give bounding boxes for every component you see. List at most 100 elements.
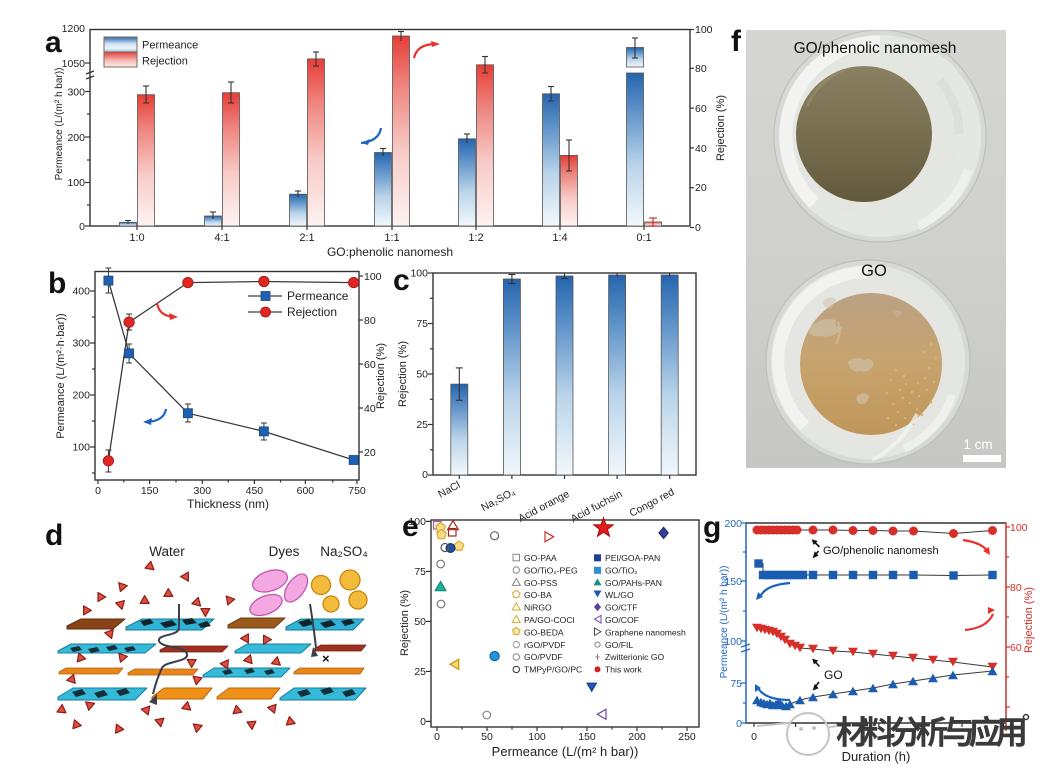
svg-text:Congo red: Congo red — [627, 486, 676, 520]
svg-text:1 cm: 1 cm — [963, 437, 992, 452]
svg-text:100: 100 — [72, 442, 90, 454]
svg-text:0: 0 — [736, 718, 742, 730]
svg-text:300: 300 — [194, 485, 212, 497]
svg-text:20: 20 — [695, 182, 707, 194]
svg-text:Dyes: Dyes — [269, 544, 300, 559]
svg-text:PEI/GOA-PAN: PEI/GOA-PAN — [605, 553, 660, 563]
svg-text:GO-PAA: GO-PAA — [524, 553, 557, 563]
svg-text:0: 0 — [95, 485, 101, 497]
svg-text:300: 300 — [67, 87, 85, 99]
svg-text:GO/CTF: GO/CTF — [605, 603, 637, 613]
svg-text:150: 150 — [578, 731, 596, 743]
svg-text:300: 300 — [72, 338, 90, 350]
svg-text:200: 200 — [724, 518, 742, 530]
svg-text:200: 200 — [67, 132, 85, 144]
svg-text:100: 100 — [67, 177, 85, 189]
svg-text:150: 150 — [141, 485, 159, 497]
svg-text:GO-BEDA: GO-BEDA — [524, 627, 564, 637]
svg-text:d: d — [45, 519, 63, 552]
svg-text:1050: 1050 — [62, 58, 86, 70]
svg-text:1:4: 1:4 — [552, 232, 567, 244]
svg-text:Na₂SO₄: Na₂SO₄ — [320, 544, 368, 559]
svg-text:×: × — [322, 651, 330, 666]
svg-text:Rejection (%): Rejection (%) — [397, 341, 409, 407]
svg-text:50: 50 — [481, 731, 493, 743]
svg-text:NiRGO: NiRGO — [524, 603, 552, 613]
svg-text:40: 40 — [364, 403, 376, 415]
svg-text:750: 750 — [348, 485, 366, 497]
svg-text:25: 25 — [414, 666, 426, 678]
svg-text:0: 0 — [434, 731, 440, 743]
svg-text:Rejection: Rejection — [287, 305, 337, 319]
svg-text:75: 75 — [730, 678, 742, 690]
svg-text:1:2: 1:2 — [468, 232, 483, 244]
svg-text:100: 100 — [408, 516, 426, 528]
svg-text:Rejection (%): Rejection (%) — [1023, 587, 1035, 653]
svg-text:Thickness (nm): Thickness (nm) — [187, 497, 269, 511]
svg-text:0: 0 — [751, 731, 757, 743]
svg-text:GO-BA: GO-BA — [524, 590, 552, 600]
svg-text:Rejection (%): Rejection (%) — [399, 590, 411, 656]
svg-text:100: 100 — [410, 268, 428, 280]
svg-text:450: 450 — [246, 485, 264, 497]
svg-text:40: 40 — [695, 143, 707, 155]
svg-text:c: c — [393, 264, 410, 297]
svg-text:Permeance (L/(m² h bar)): Permeance (L/(m² h bar)) — [719, 566, 730, 679]
svg-text:This work: This work — [605, 665, 642, 675]
svg-text:100: 100 — [364, 271, 382, 283]
svg-text:Duration (h): Duration (h) — [842, 749, 911, 764]
svg-text:100: 100 — [528, 731, 546, 743]
svg-text:100: 100 — [695, 24, 713, 36]
svg-text:rGO/PVDF: rGO/PVDF — [524, 640, 566, 650]
svg-text:60: 60 — [1010, 642, 1022, 654]
svg-text:GO:phenolic nanomesh: GO:phenolic nanomesh — [327, 245, 453, 259]
svg-text:Permeance: Permeance — [142, 40, 198, 52]
svg-text:80: 80 — [695, 63, 707, 75]
svg-text:100: 100 — [1010, 522, 1028, 534]
svg-text:25: 25 — [416, 419, 428, 431]
svg-text:80: 80 — [1010, 582, 1022, 594]
svg-text:e: e — [402, 510, 419, 543]
svg-text:0: 0 — [422, 469, 428, 481]
svg-text:GO: GO — [824, 668, 843, 682]
svg-text:50: 50 — [414, 616, 426, 628]
svg-text:20: 20 — [364, 447, 376, 459]
svg-text:4:1: 4:1 — [214, 232, 229, 244]
svg-text:75: 75 — [416, 318, 428, 330]
svg-text:GO/COF: GO/COF — [605, 615, 639, 625]
svg-text:75: 75 — [414, 566, 426, 578]
svg-text:WL/GO: WL/GO — [605, 590, 634, 600]
svg-text:f: f — [731, 25, 742, 58]
svg-text:GO/PAHs-PAN: GO/PAHs-PAN — [605, 578, 662, 588]
svg-text:GO/PVDF: GO/PVDF — [524, 652, 563, 662]
svg-text:Rejection (%): Rejection (%) — [715, 95, 727, 161]
svg-text:GO-PSS: GO-PSS — [524, 578, 558, 588]
svg-text:g: g — [703, 511, 721, 544]
svg-text:100: 100 — [724, 636, 742, 648]
svg-text:NaCl: NaCl — [436, 479, 462, 501]
svg-text:0: 0 — [695, 222, 701, 234]
svg-text:60: 60 — [695, 103, 707, 115]
svg-text:GO/TiO₂: GO/TiO₂ — [605, 565, 638, 575]
svg-text:Rejection (%): Rejection (%) — [375, 343, 387, 409]
svg-text:a: a — [45, 26, 62, 59]
svg-text:GO/phenolic nanomesh: GO/phenolic nanomesh — [794, 40, 957, 57]
svg-text:0: 0 — [79, 221, 85, 233]
svg-text:2:1: 2:1 — [299, 232, 314, 244]
svg-text:1:0: 1:0 — [129, 232, 144, 244]
svg-text:60: 60 — [364, 359, 376, 371]
svg-text:Zwitterionic GO: Zwitterionic GO — [605, 652, 665, 662]
svg-text:50: 50 — [416, 369, 428, 381]
svg-text:b: b — [48, 267, 66, 300]
svg-text:600: 600 — [297, 485, 315, 497]
svg-text:400: 400 — [72, 286, 90, 298]
svg-text:200: 200 — [72, 390, 90, 402]
svg-text:80: 80 — [364, 315, 376, 327]
svg-text:0:1: 0:1 — [636, 232, 651, 244]
svg-text:Permeance (L/(m² h bar)): Permeance (L/(m² h bar)) — [492, 744, 639, 759]
svg-text:1200: 1200 — [62, 23, 86, 35]
svg-text:200: 200 — [628, 731, 646, 743]
svg-text:0: 0 — [420, 716, 426, 728]
svg-text:PA/GO-COCl: PA/GO-COCl — [524, 615, 575, 625]
svg-text:Rejection: Rejection — [142, 56, 188, 68]
